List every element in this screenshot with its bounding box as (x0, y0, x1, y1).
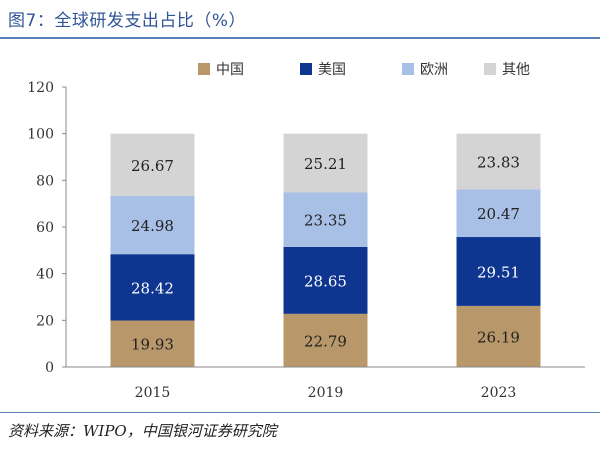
y-tick-label: 60 (36, 220, 54, 236)
data-label: 26.67 (131, 157, 174, 175)
title-bar: 图7：全球研发支出占比（%） (0, 0, 600, 36)
data-label: 19.93 (131, 336, 174, 354)
bar-segment-2019-1 (283, 246, 368, 314)
legend-swatch (402, 63, 414, 75)
footer-divider (0, 412, 600, 413)
bar-segment-2015-2 (110, 195, 195, 255)
legend-swatch (198, 63, 210, 75)
title-divider (0, 37, 600, 39)
bar-segment-2015-1 (110, 254, 195, 321)
data-label: 25.21 (304, 155, 347, 173)
bar-segment-2023-0 (456, 305, 541, 367)
bars: 19.93 28.42 24.98 26.67 22.79 28.65 23.35 25.21… (110, 133, 541, 367)
bar-segment-2019-0 (283, 313, 368, 367)
data-label: 23.83 (477, 153, 520, 171)
bar-segment-2019-2 (283, 192, 368, 247)
bar-segment-2015-0 (110, 320, 195, 367)
legend-swatch (300, 63, 312, 75)
data-label: 24.98 (131, 217, 174, 235)
x-axis: 2015 2019 2023 (66, 366, 585, 401)
data-label: 29.51 (477, 263, 520, 281)
y-tick-label: 40 (36, 267, 54, 283)
y-tick-label: 120 (27, 80, 54, 96)
bar-segment-2019-3 (283, 133, 368, 193)
x-tick-label: 2015 (135, 385, 171, 401)
y-axis: 0 20 40 60 80 100 120 (27, 80, 67, 376)
data-label: 28.65 (304, 272, 347, 290)
y-tick-label: 20 (36, 313, 54, 329)
bar-segment-2023-3 (456, 133, 541, 190)
x-tick-label: 2019 (308, 385, 344, 401)
data-label: 20.47 (477, 205, 520, 223)
y-tick-label: 100 (27, 127, 54, 143)
legend: 中国 美国 欧洲 其他 (198, 62, 530, 78)
legend-label: 美国 (318, 62, 346, 78)
figure-title: 图7：全球研发支出占比（%） (8, 11, 246, 31)
x-tick-label: 2023 (481, 385, 517, 401)
data-label: 26.19 (477, 328, 520, 346)
legend-swatch (484, 63, 496, 75)
y-tick-label: 80 (36, 173, 54, 189)
bar-segment-2023-2 (456, 189, 541, 238)
bar-segment-2015-3 (110, 133, 195, 196)
legend-label: 中国 (216, 62, 244, 78)
y-tick-label: 0 (45, 360, 54, 376)
data-label: 23.35 (304, 212, 347, 230)
source-note: 资料来源：WIPO，中国银河证券研究院 (8, 422, 277, 440)
legend-label: 其他 (502, 62, 530, 78)
legend-label: 欧洲 (420, 62, 448, 78)
bar-segment-2023-1 (456, 237, 541, 306)
stacked-bar-chart: 中国 美国 欧洲 其他 0 20 40 60 80 100 120 19.93 28.42 24.98… (27, 62, 585, 401)
data-label: 22.79 (304, 332, 347, 350)
data-label: 28.42 (131, 279, 174, 297)
